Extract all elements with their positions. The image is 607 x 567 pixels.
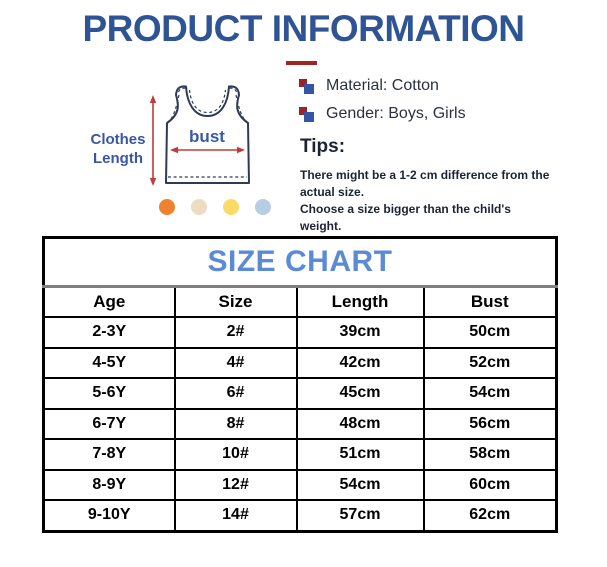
table-cell: 2-3Y [42,316,176,349]
table-row: 6-7Y 8# 48cm 56cm [42,407,558,440]
table-row: 8-9Y 12# 54cm 60cm [42,468,558,501]
tip-text: There might be a 1-2 cm difference from … [300,168,550,200]
clothes-length-label: Clothes Length [90,131,146,167]
page-title: PRODUCT INFORMATION [82,8,526,49]
table-cell: 8# [173,407,298,440]
table-cell: 10# [173,438,298,471]
column-header: Length [295,285,425,318]
table-cell: 52cm [422,346,558,379]
table-cell: 2# [173,316,298,349]
table-row: 2-3Y 2# 39cm 50cm [42,316,558,349]
table-row: 5-6Y 6# 45cm 54cm [42,377,558,410]
column-header: Age [42,285,176,318]
color-swatch-dot [255,199,271,215]
table-cell: 51cm [295,438,425,471]
table-cell: 48cm [295,407,425,440]
size-chart-body: 2-3Y 2# 39cm 50cm 4-5Y 4# 42cm 52cm 5-6Y 6# 45cm 54… [42,316,558,532]
size-chart-table: SIZE CHART Age Size Length Bust 2-3Y 2# 39… [42,236,558,533]
table-cell: 8-9Y [42,468,176,501]
material-label: Material: Cotton [326,77,439,94]
material-row: Material: Cotton [299,77,439,95]
table-cell: 6-7Y [42,407,176,440]
table-cell: 45cm [295,377,425,410]
table-cell: 42cm [295,346,425,379]
list-bullet-icon [299,106,314,122]
tips-body: There might be a 1-2 cm difference from … [300,167,552,235]
bust-arrow-icon [170,146,245,154]
size-chart-title-row: SIZE CHART [42,236,558,288]
color-swatch-dot [191,199,207,215]
table-cell: 57cm [295,499,425,532]
table-row: 4-5Y 4# 42cm 52cm [42,346,558,379]
size-chart-title: SIZE CHART [42,236,558,288]
bust-label: bust [189,127,225,146]
tip-text: Choose a size bigger than the child's we… [300,202,511,234]
table-cell: 9-10Y [42,499,176,532]
title-underline [286,61,317,65]
table-row: 7-8Y 10# 51cm 58cm [42,438,558,471]
table-cell: 58cm [422,438,558,471]
column-header: Size [173,285,298,318]
tips-heading: Tips: [300,136,346,157]
length-arrow-icon [149,95,157,186]
table-row: 9-10Y 14# 57cm 62cm [42,499,558,532]
color-swatches [159,199,271,215]
table-cell: 5-6Y [42,377,176,410]
column-header: Bust [422,285,558,318]
table-cell: 62cm [422,499,558,532]
table-cell: 6# [173,377,298,410]
table-cell: 14# [173,499,298,532]
color-swatch-dot [223,199,239,215]
table-cell: 56cm [422,407,558,440]
table-cell: 54cm [295,468,425,501]
tank-top-diagram: bust [149,85,250,186]
color-swatch-dot [159,199,175,215]
tank-top-outline [165,85,250,184]
table-cell: 54cm [422,377,558,410]
table-cell: 4# [173,346,298,379]
gender-label: Gender: Boys, Girls [326,105,466,122]
table-cell: 7-8Y [42,438,176,471]
list-bullet-icon [299,78,314,94]
gender-row: Gender: Boys, Girls [299,105,466,123]
table-cell: 12# [173,468,298,501]
table-cell: 60cm [422,468,558,501]
size-chart-header-row: Age Size Length Bust [42,285,558,318]
table-cell: 39cm [295,316,425,349]
table-cell: 50cm [422,316,558,349]
table-cell: 4-5Y [42,346,176,379]
